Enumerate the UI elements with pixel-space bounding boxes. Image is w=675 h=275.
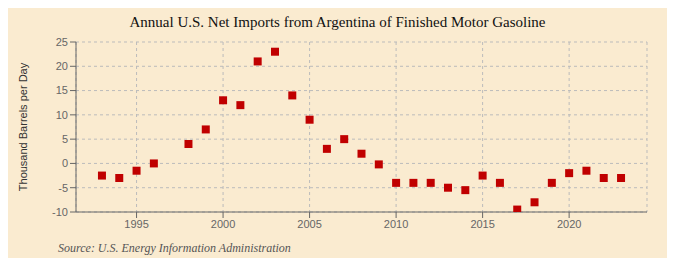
svg-text:5: 5 [62, 133, 68, 145]
svg-text:-5: -5 [58, 182, 68, 194]
svg-text:2005: 2005 [297, 218, 321, 230]
svg-text:2015: 2015 [470, 218, 494, 230]
svg-text:15: 15 [56, 84, 68, 96]
svg-text:20: 20 [56, 60, 68, 72]
svg-text:Thousand Barrels per Day: Thousand Barrels per Day [17, 62, 29, 191]
svg-text:-10: -10 [52, 206, 68, 218]
svg-text:25: 25 [56, 36, 68, 48]
svg-text:2000: 2000 [211, 218, 235, 230]
svg-text:2010: 2010 [384, 218, 408, 230]
html-text:Source: U.S. Energy Informatio: Source: U.S. Energy Information Administ… [58, 241, 291, 255]
html-text:Annual U.S. Net Imports from A: Annual U.S. Net Imports from Argentina o… [129, 14, 546, 30]
svg-text:10: 10 [56, 109, 68, 121]
svg-text:0: 0 [62, 157, 68, 169]
svg-text:2020: 2020 [557, 218, 581, 230]
svg-text:1995: 1995 [124, 218, 148, 230]
